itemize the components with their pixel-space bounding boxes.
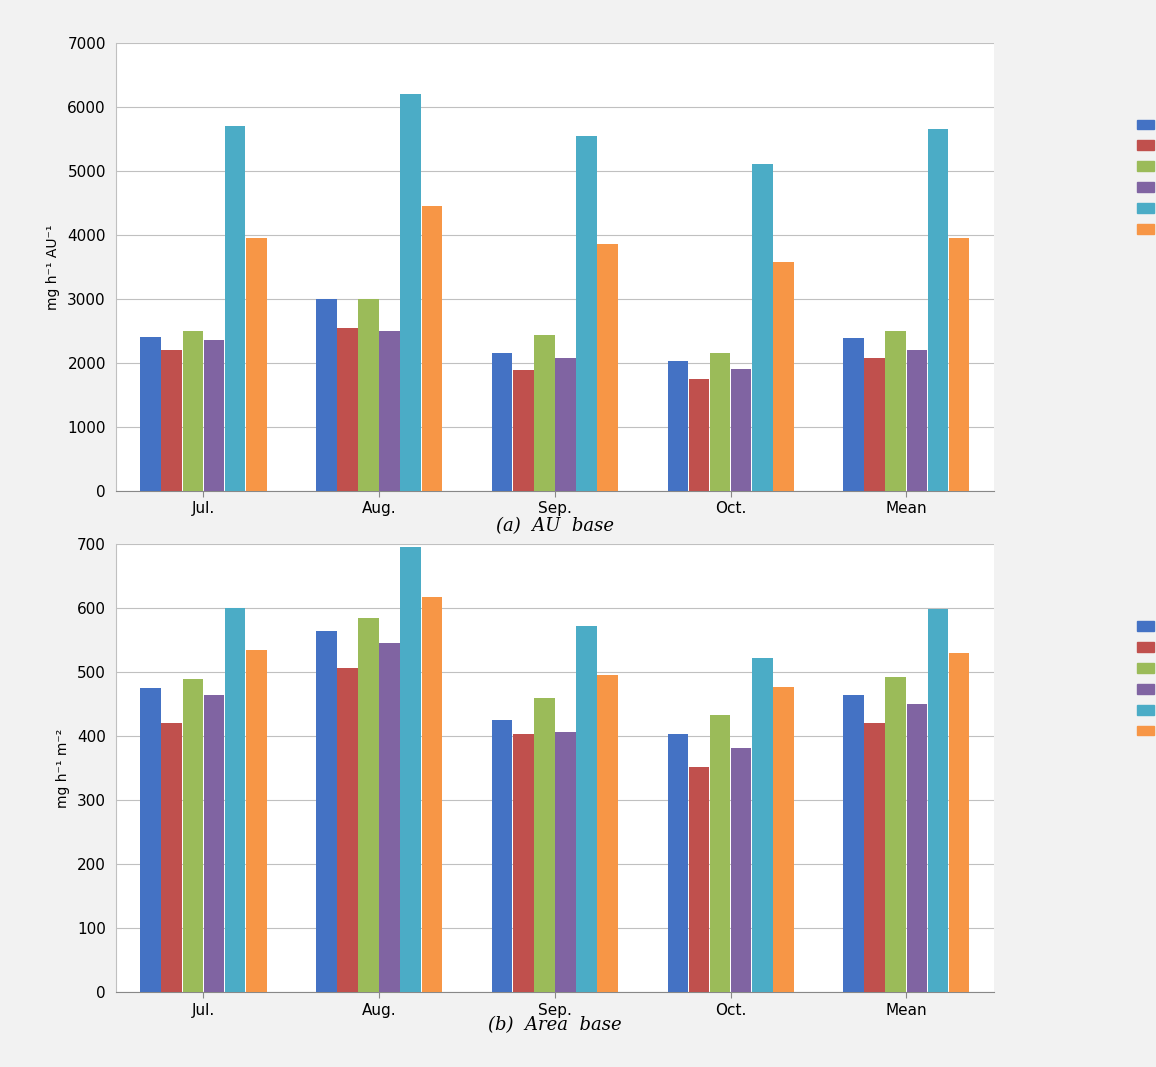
Bar	[906, 704, 927, 992]
Bar	[710, 353, 731, 491]
Bar	[224, 608, 245, 992]
Bar	[422, 206, 443, 491]
Bar	[246, 650, 267, 992]
Bar	[843, 695, 864, 992]
Bar	[949, 653, 970, 992]
Bar	[140, 337, 161, 491]
Bar	[316, 631, 336, 992]
Bar	[598, 244, 618, 491]
Bar	[598, 675, 618, 992]
Bar	[491, 720, 512, 992]
Bar	[731, 369, 751, 491]
Bar	[689, 379, 710, 491]
Bar	[246, 238, 267, 491]
Bar	[667, 362, 688, 491]
Bar	[162, 350, 183, 491]
Bar	[751, 164, 772, 491]
Bar	[555, 732, 576, 992]
Bar	[140, 688, 161, 992]
Bar	[555, 357, 576, 491]
Bar	[400, 547, 421, 992]
Bar	[885, 678, 906, 992]
Bar	[316, 299, 336, 491]
Bar	[358, 299, 379, 491]
Y-axis label: mg h⁻¹ AU⁻¹: mg h⁻¹ AU⁻¹	[46, 224, 60, 309]
Y-axis label: mg h⁻¹ m⁻²: mg h⁻¹ m⁻²	[55, 729, 69, 808]
Bar	[689, 767, 710, 992]
Bar	[513, 734, 534, 992]
Bar	[843, 338, 864, 491]
Bar	[751, 658, 772, 992]
Bar	[513, 370, 534, 491]
Bar	[400, 94, 421, 491]
Bar	[162, 723, 183, 992]
Bar	[338, 328, 358, 491]
Legend: J farm, K farm, N farm, S farm, W farm, Y farm: J farm, K farm, N farm, S farm, W farm, …	[1132, 615, 1156, 744]
Bar	[379, 331, 400, 491]
Bar	[183, 679, 203, 992]
Bar	[534, 335, 555, 491]
Bar	[773, 261, 794, 491]
Text: (b)  Area  base: (b) Area base	[488, 1016, 622, 1034]
Bar	[710, 715, 731, 992]
Bar	[576, 136, 596, 491]
Bar	[865, 723, 885, 992]
Bar	[927, 129, 948, 491]
Bar	[338, 668, 358, 992]
Bar	[224, 126, 245, 491]
Bar	[885, 331, 906, 491]
Bar	[576, 626, 596, 992]
Bar	[773, 687, 794, 992]
Bar	[491, 353, 512, 491]
Bar	[667, 734, 688, 992]
Bar	[927, 609, 948, 992]
Bar	[949, 238, 970, 491]
Bar	[203, 695, 224, 992]
Bar	[422, 596, 443, 992]
Bar	[865, 357, 885, 491]
Bar	[203, 340, 224, 491]
Bar	[906, 350, 927, 491]
Text: (a)  AU  base: (a) AU base	[496, 517, 614, 536]
Bar	[379, 643, 400, 992]
Legend: J farm, K farm, N farm, S farm, W farm, Y farm: J farm, K farm, N farm, S farm, W farm, …	[1132, 113, 1156, 242]
Bar	[183, 331, 203, 491]
Bar	[358, 618, 379, 992]
Bar	[731, 748, 751, 992]
Bar	[534, 698, 555, 992]
